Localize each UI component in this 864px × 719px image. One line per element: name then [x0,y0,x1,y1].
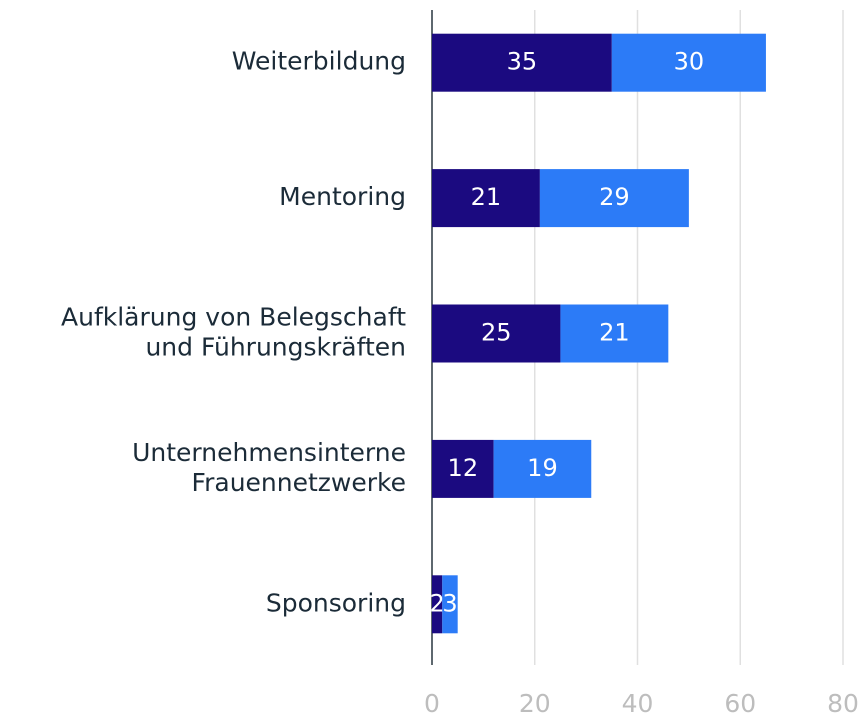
y-tick-label: Weiterbildung [232,47,406,76]
bar [493,439,592,498]
y-tick-label: Unternehmensinterne [132,438,406,467]
bar [560,304,669,363]
data-label: 21 [471,183,502,211]
x-tick-label: 40 [622,689,654,718]
data-label: 30 [674,48,705,76]
data-label: 35 [507,48,538,76]
data-label: 12 [448,454,479,482]
bar [432,575,443,634]
bar [611,33,766,92]
y-tick-label: Frauennetzwerke [192,468,406,497]
x-tick-label: 80 [827,689,859,718]
y-tick-label: Aufklärung von Belegschaft [61,303,406,332]
bar [442,575,458,634]
bar [539,169,689,228]
bar [432,33,612,92]
data-label: 21 [599,319,630,347]
y-tick-label: und Führungskräften [145,333,406,362]
x-tick-label: 20 [519,689,551,718]
x-tick-label: 0 [424,689,440,718]
x-tick-label: 60 [724,689,756,718]
bar [432,439,494,498]
bar [432,169,540,228]
data-label: 19 [527,454,558,482]
bar [432,304,561,363]
data-label: 3 [442,589,457,617]
y-tick-label: Sponsoring [266,588,406,617]
data-label: 25 [481,319,512,347]
data-label: 29 [599,183,630,211]
y-tick-label: Mentoring [279,182,406,211]
data-label: 2 [429,589,444,617]
